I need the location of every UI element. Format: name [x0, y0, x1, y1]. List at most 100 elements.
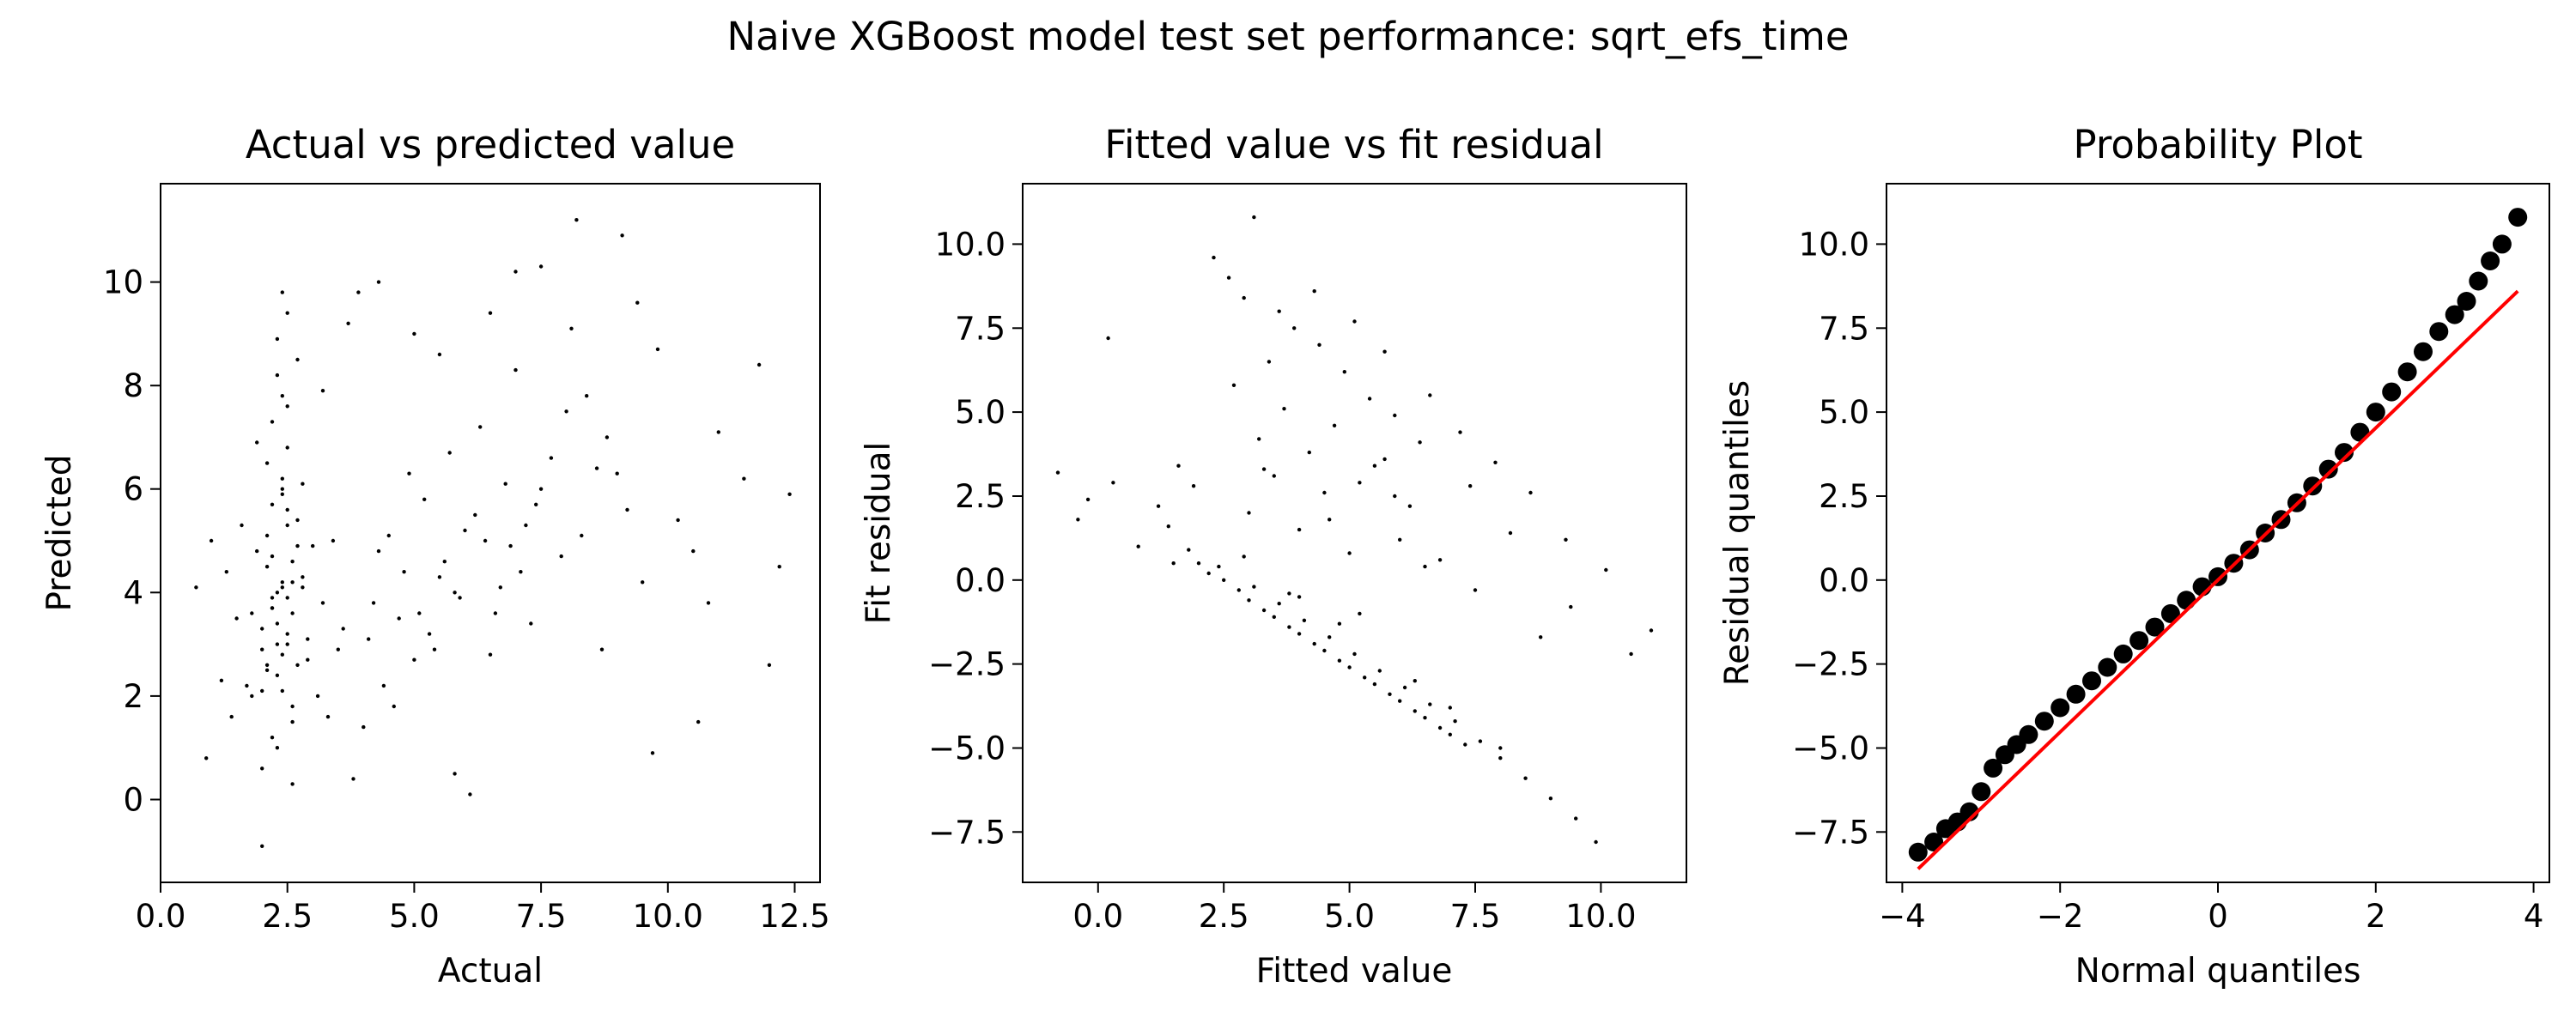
actual-vs-predicted-axes-frame [160, 183, 821, 883]
fitted-vs-residual-point [1352, 319, 1357, 324]
actual-vs-predicted-xtick-label: 2.5 [262, 898, 313, 935]
actual-vs-predicted-point [270, 554, 275, 559]
probability-plot-point [2318, 459, 2338, 479]
actual-vs-predicted-point [625, 507, 629, 512]
probability-plot-point [2445, 305, 2464, 324]
probability-plot-point [2160, 603, 2180, 623]
fitted-vs-residual-point [1418, 440, 1422, 445]
actual-vs-predicted-point [478, 425, 483, 429]
actual-vs-predicted-ytick-label: 8 [123, 367, 143, 404]
actual-vs-predicted-point [245, 683, 249, 688]
actual-vs-predicted-point [295, 518, 300, 523]
fitted-vs-residual-point [1226, 276, 1231, 280]
actual-vs-predicted-point [706, 601, 711, 605]
probability-plot-ytick-label: 2.5 [1819, 478, 1869, 515]
probability-plot-point [2508, 208, 2528, 227]
actual-vs-predicted-point [412, 331, 416, 336]
actual-vs-predicted-point [250, 611, 254, 615]
actual-vs-predicted-point [767, 663, 772, 667]
actual-vs-predicted-point [605, 435, 610, 439]
actual-vs-predicted-point [270, 736, 275, 740]
actual-vs-predicted-point [437, 575, 442, 579]
fitted-vs-residual-point [1212, 255, 1216, 260]
actual-vs-predicted-points [194, 218, 792, 848]
actual-vs-predicted-point [716, 430, 720, 434]
probability-plot-reference-line [1917, 289, 2519, 870]
actual-vs-predicted-point [564, 409, 568, 414]
actual-vs-predicted-point [280, 394, 284, 398]
probability-plot-point [2082, 671, 2101, 691]
actual-vs-predicted-point [285, 596, 289, 600]
fitted-vs-residual-point [1287, 625, 1291, 629]
actual-vs-predicted-point [264, 663, 270, 667]
actual-vs-predicted-point [306, 637, 310, 641]
actual-vs-predicted-point [285, 507, 289, 512]
fitted-vs-residual-ytick-label: 5.0 [955, 394, 1005, 431]
actual-vs-predicted-point [264, 668, 270, 672]
actual-vs-predicted-point [290, 704, 295, 709]
actual-vs-predicted-point [458, 596, 462, 600]
actual-vs-predicted-ylabel: Predicted [40, 454, 79, 611]
actual-vs-predicted-point [519, 570, 523, 574]
actual-vs-predicted-point [270, 596, 275, 600]
actual-vs-predicted-point [508, 543, 513, 548]
actual-vs-predicted-point [290, 560, 295, 564]
actual-vs-predicted-point [635, 300, 640, 305]
fitted-vs-residual-point [1473, 588, 1478, 592]
actual-vs-predicted-point [280, 290, 284, 294]
actual-vs-predicted-point [453, 772, 457, 776]
actual-vs-predicted-point [488, 311, 493, 315]
actual-vs-predicted-point [255, 548, 259, 554]
fitted-vs-residual-xtick-label: 7.5 [1450, 898, 1501, 935]
fitted-vs-residual-point [1358, 611, 1362, 616]
actual-vs-predicted-point [574, 218, 579, 222]
probability-plot-xlabel: Normal quantiles [2075, 952, 2361, 991]
probability-plot-point [2145, 617, 2165, 637]
probability-plot-point [2492, 234, 2512, 254]
actual-vs-predicted-point [641, 580, 645, 585]
probability-plot-point [2335, 443, 2354, 463]
actual-vs-predicted-point [529, 621, 533, 626]
actual-vs-predicted-point [503, 482, 507, 486]
fitted-vs-residual-point [1217, 564, 1221, 569]
actual-vs-predicted-point [402, 570, 406, 574]
actual-vs-predicted-chart: Actual vs predicted value 0.0 2.5 5.0 7.5 10… [40, 122, 830, 991]
actual-vs-predicted-point [488, 652, 493, 657]
fitted-vs-residual-point [1247, 598, 1251, 603]
actual-vs-predicted-point [285, 311, 289, 315]
actual-vs-predicted-point [381, 683, 386, 688]
fitted-vs-residual-point [1292, 326, 1297, 330]
fitted-vs-residual-point [1523, 776, 1528, 780]
actual-vs-predicted-xtick-label: 12.5 [759, 898, 829, 935]
fitted-vs-residual-points [1055, 215, 1654, 845]
probability-plot-point [2208, 566, 2227, 586]
actual-vs-predicted-xtick-label: 10.0 [633, 898, 703, 935]
probability-plot-point [1924, 833, 1944, 851]
probability-plot-ytick-label: −7.5 [1792, 814, 1869, 851]
actual-vs-predicted-point [320, 389, 325, 393]
actual-vs-predicted-point [209, 538, 214, 543]
fitted-vs-residual-point [1231, 383, 1236, 387]
fitted-vs-residual-point [1337, 621, 1342, 626]
actual-vs-predicted-ticks: 0.0 2.5 5.0 7.5 10.0 12.5 0 2 4 6 8 10 [103, 264, 830, 935]
actual-vs-predicted-point [777, 565, 781, 569]
fitted-vs-residual-point [1327, 635, 1332, 639]
actual-vs-predicted-point [280, 652, 284, 657]
fitted-vs-residual-point [1252, 585, 1256, 589]
probability-plot-point [1971, 782, 1991, 802]
fitted-vs-residual-point [1498, 756, 1503, 760]
actual-vs-predicted-point [240, 523, 244, 528]
fitted-vs-residual-point [1423, 716, 1427, 720]
actual-vs-predicted-point [295, 663, 300, 667]
probability-plot-point [2050, 698, 2070, 718]
fitted-vs-residual-point [1352, 651, 1357, 657]
fitted-vs-residual-point [1393, 413, 1397, 418]
actual-vs-predicted-point [275, 642, 280, 646]
actual-vs-predicted-point [255, 440, 259, 445]
actual-vs-predicted-point [569, 326, 574, 330]
fitted-vs-residual-point [1453, 719, 1457, 724]
actual-vs-predicted-point [594, 466, 599, 470]
actual-vs-predicted-point [453, 591, 457, 595]
actual-vs-predicted-point [285, 632, 289, 636]
fitted-vs-residual-point [1347, 665, 1352, 670]
